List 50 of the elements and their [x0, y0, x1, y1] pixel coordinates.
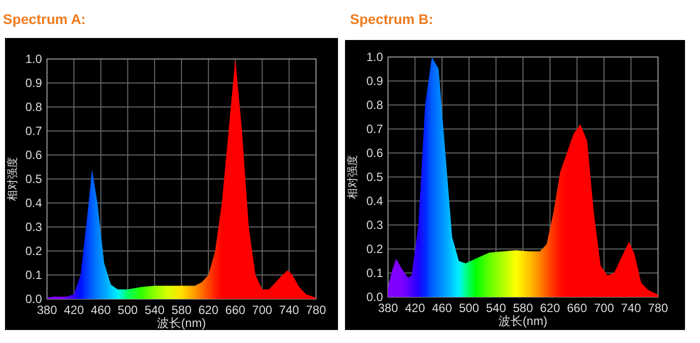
x-tick-label: 740: [279, 303, 300, 317]
y-tick-label: 0.6: [25, 148, 42, 162]
y-tick-label: 0.2: [366, 242, 384, 256]
y-tick-label: 1.0: [366, 50, 384, 64]
x-tick-label: 420: [404, 301, 426, 315]
x-tick-label: 700: [594, 301, 614, 315]
y-tick-label: 1.0: [25, 52, 42, 66]
y-tick-label: 0.4: [25, 196, 42, 210]
y-tick-label: 0.7: [25, 124, 42, 138]
y-tick-label: 0.7: [366, 122, 384, 136]
y-tick-label: 0.9: [366, 74, 384, 88]
x-tick-label: 540: [144, 303, 165, 317]
x-axis-title: 波长(nm): [157, 316, 206, 330]
y-tick-label: 0.0: [366, 290, 384, 304]
x-tick-label: 500: [458, 301, 480, 315]
x-tick-label: 660: [566, 301, 588, 315]
x-tick-label: 740: [620, 301, 642, 315]
y-axis-title: 相对强度: [6, 157, 19, 201]
x-tick-label: 780: [306, 303, 326, 317]
y-tick-label: 0.8: [366, 98, 384, 112]
x-tick-label: 580: [171, 303, 192, 317]
x-tick-label: 620: [540, 301, 560, 315]
y-tick-label: 0.4: [366, 194, 384, 208]
x-tick-label: 460: [90, 303, 112, 317]
y-tick-label: 0.0: [25, 292, 42, 306]
chart-title: Spectrum B:: [350, 11, 434, 27]
y-tick-label: 0.3: [25, 220, 42, 234]
x-axis-title: 波长(nm): [498, 314, 548, 328]
x-tick-label: 620: [198, 303, 219, 317]
x-tick-label: 420: [64, 303, 84, 317]
y-tick-label: 0.1: [25, 268, 42, 282]
y-tick-label: 0.5: [25, 172, 42, 186]
y-tick-label: 0.9: [25, 76, 42, 90]
y-tick-label: 0.5: [366, 170, 384, 184]
chart-title: Spectrum A:: [3, 11, 86, 27]
x-tick-label: 660: [225, 303, 246, 317]
x-tick-label: 500: [118, 303, 138, 317]
y-tick-label: 0.1: [366, 266, 384, 280]
y-tick-label: 0.2: [25, 244, 42, 258]
y-tick-label: 0.3: [366, 218, 384, 232]
y-axis-title: 相对强度: [346, 155, 359, 199]
x-tick-label: 460: [432, 301, 452, 315]
x-tick-label: 700: [252, 303, 273, 317]
x-tick-label: 380: [36, 303, 58, 317]
y-tick-label: 0.8: [25, 100, 42, 114]
x-tick-label: 380: [378, 301, 398, 315]
x-tick-label: 580: [512, 301, 534, 315]
y-tick-label: 0.6: [366, 146, 384, 160]
x-tick-label: 780: [648, 301, 668, 315]
x-tick-label: 540: [486, 301, 506, 315]
